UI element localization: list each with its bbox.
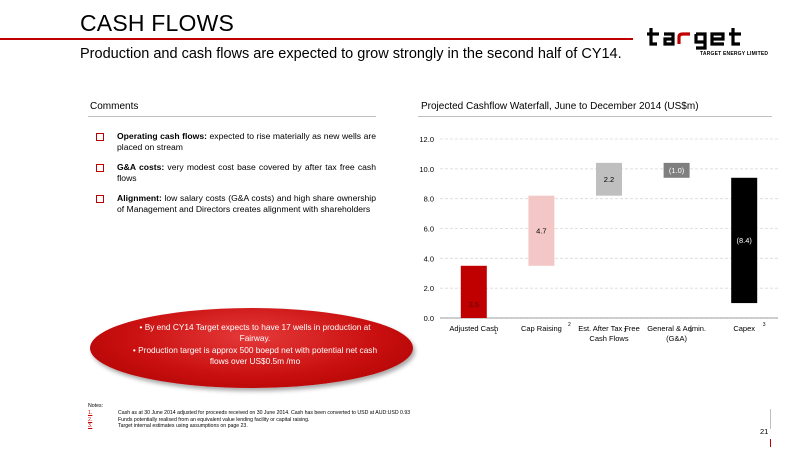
note-text: Cash as at 30 June 2014 adjusted for pro… bbox=[118, 409, 411, 416]
notes: Notes: 1. Cash as at 30 June 2014 adjust… bbox=[88, 403, 410, 430]
note-number: 3. bbox=[88, 423, 93, 430]
footer-divider bbox=[770, 409, 771, 429]
callout-oval bbox=[90, 308, 413, 388]
x-tick-label: Cap Raising bbox=[521, 324, 562, 333]
waterfall-chart: 0.0 2.0 4.0 6.0 8.0 10.0 12.0 3.5 Adjusted Cash1… bbox=[419, 135, 778, 343]
note-row: 1. Cash as at 30 June 2014 adjusted for … bbox=[88, 410, 410, 417]
comments-list: Operating cash flows: expected to rise m… bbox=[96, 131, 376, 224]
comment-item: G&A costs: very modest cost base covered… bbox=[96, 162, 376, 183]
note-text: Target internal estimates using assumpti… bbox=[118, 423, 248, 430]
footnote-marker: 3 bbox=[689, 328, 692, 334]
comments-heading: Comments bbox=[90, 101, 139, 112]
logo-tagline: TARGET ENERGY LIMITED bbox=[700, 51, 769, 57]
note-text: Funds potentially realised from an equiv… bbox=[118, 416, 310, 423]
bullet-box-icon bbox=[96, 133, 104, 141]
comment-lead: Operating cash flows: bbox=[117, 131, 207, 141]
page-title: CASH FLOWS bbox=[80, 10, 235, 36]
callout-item: • By end CY14 Target expects to have 17 … bbox=[139, 322, 371, 343]
note-row: 2. Funds potentially realised from an eq… bbox=[88, 417, 410, 424]
waterfall-bar bbox=[460, 265, 487, 318]
data-label-box bbox=[462, 299, 485, 309]
data-label: 3.5 bbox=[469, 300, 479, 309]
x-tick-label: Capex bbox=[733, 324, 755, 333]
x-tick-label: Cash Flows bbox=[589, 334, 628, 343]
footnote-marker: 1 bbox=[494, 330, 497, 336]
notes-heading: Notes: bbox=[88, 403, 103, 409]
bullet-box-icon bbox=[96, 164, 104, 172]
footnote-marker: 2 bbox=[568, 322, 571, 328]
data-label: 2.2 bbox=[604, 175, 614, 184]
y-tick-label: 10.0 bbox=[419, 165, 434, 174]
y-tick-label: 12.0 bbox=[419, 135, 434, 144]
callout-item: • Production target is approx 500 boepd … bbox=[132, 345, 378, 366]
callout-list: • By end CY14 Target expects to have 17 … bbox=[125, 322, 385, 368]
note-number: 2. bbox=[88, 416, 93, 423]
y-tick-label: 2.0 bbox=[424, 284, 434, 293]
y-tick-label: 8.0 bbox=[424, 195, 434, 204]
x-tick-label: Adjusted Cash bbox=[449, 324, 498, 333]
footnote-marker: 3 bbox=[624, 328, 627, 334]
callout-text: Production target is approx 500 boepd ne… bbox=[138, 345, 378, 366]
x-tick-label: General & Admin. bbox=[647, 324, 706, 333]
y-tick-label: 4.0 bbox=[424, 254, 434, 263]
y-tick-label: 6.0 bbox=[424, 225, 434, 234]
footer-accent bbox=[770, 439, 771, 447]
comment-item: Operating cash flows: expected to rise m… bbox=[96, 131, 376, 152]
data-label: (8.4) bbox=[736, 236, 752, 245]
note-number: 1. bbox=[88, 409, 93, 416]
comment-lead: Alignment: bbox=[117, 193, 162, 203]
data-label-box bbox=[530, 225, 553, 236]
comment-item: Alignment: low salary costs (G&A costs) … bbox=[96, 193, 376, 214]
x-tick-label: (G&A) bbox=[666, 334, 687, 343]
page-subtitle: Production and cash flows are expected t… bbox=[80, 46, 622, 62]
chart-title-rule bbox=[418, 116, 772, 117]
comment-text: very modest cost base covered by after t… bbox=[117, 162, 376, 183]
data-label-box bbox=[733, 235, 756, 246]
comment-lead: G&A costs: bbox=[117, 162, 165, 172]
callout-text: By end CY14 Target expects to have 17 we… bbox=[144, 322, 371, 343]
data-label: (1.0) bbox=[669, 166, 685, 175]
footnote-marker: 3 bbox=[763, 322, 766, 328]
comment-text: low salary costs (G&A costs) and high sh… bbox=[117, 193, 376, 214]
comment-text: expected to rise materially as new wells… bbox=[117, 131, 376, 152]
y-tick-label: 0.0 bbox=[424, 314, 434, 323]
data-label: 4.7 bbox=[536, 227, 546, 236]
note-row: 3. Target internal estimates using assum… bbox=[88, 423, 410, 430]
comments-rule bbox=[88, 116, 376, 117]
target-logo bbox=[647, 28, 741, 50]
data-label-box bbox=[665, 165, 688, 176]
data-label-box bbox=[598, 174, 620, 185]
chart-title: Projected Cashflow Waterfall, June to De… bbox=[421, 101, 699, 112]
title-rule bbox=[0, 38, 633, 40]
x-tick-label: Est. After Tax Free bbox=[578, 324, 640, 333]
page-number: 21 bbox=[760, 427, 769, 436]
bullet-box-icon bbox=[96, 195, 104, 203]
